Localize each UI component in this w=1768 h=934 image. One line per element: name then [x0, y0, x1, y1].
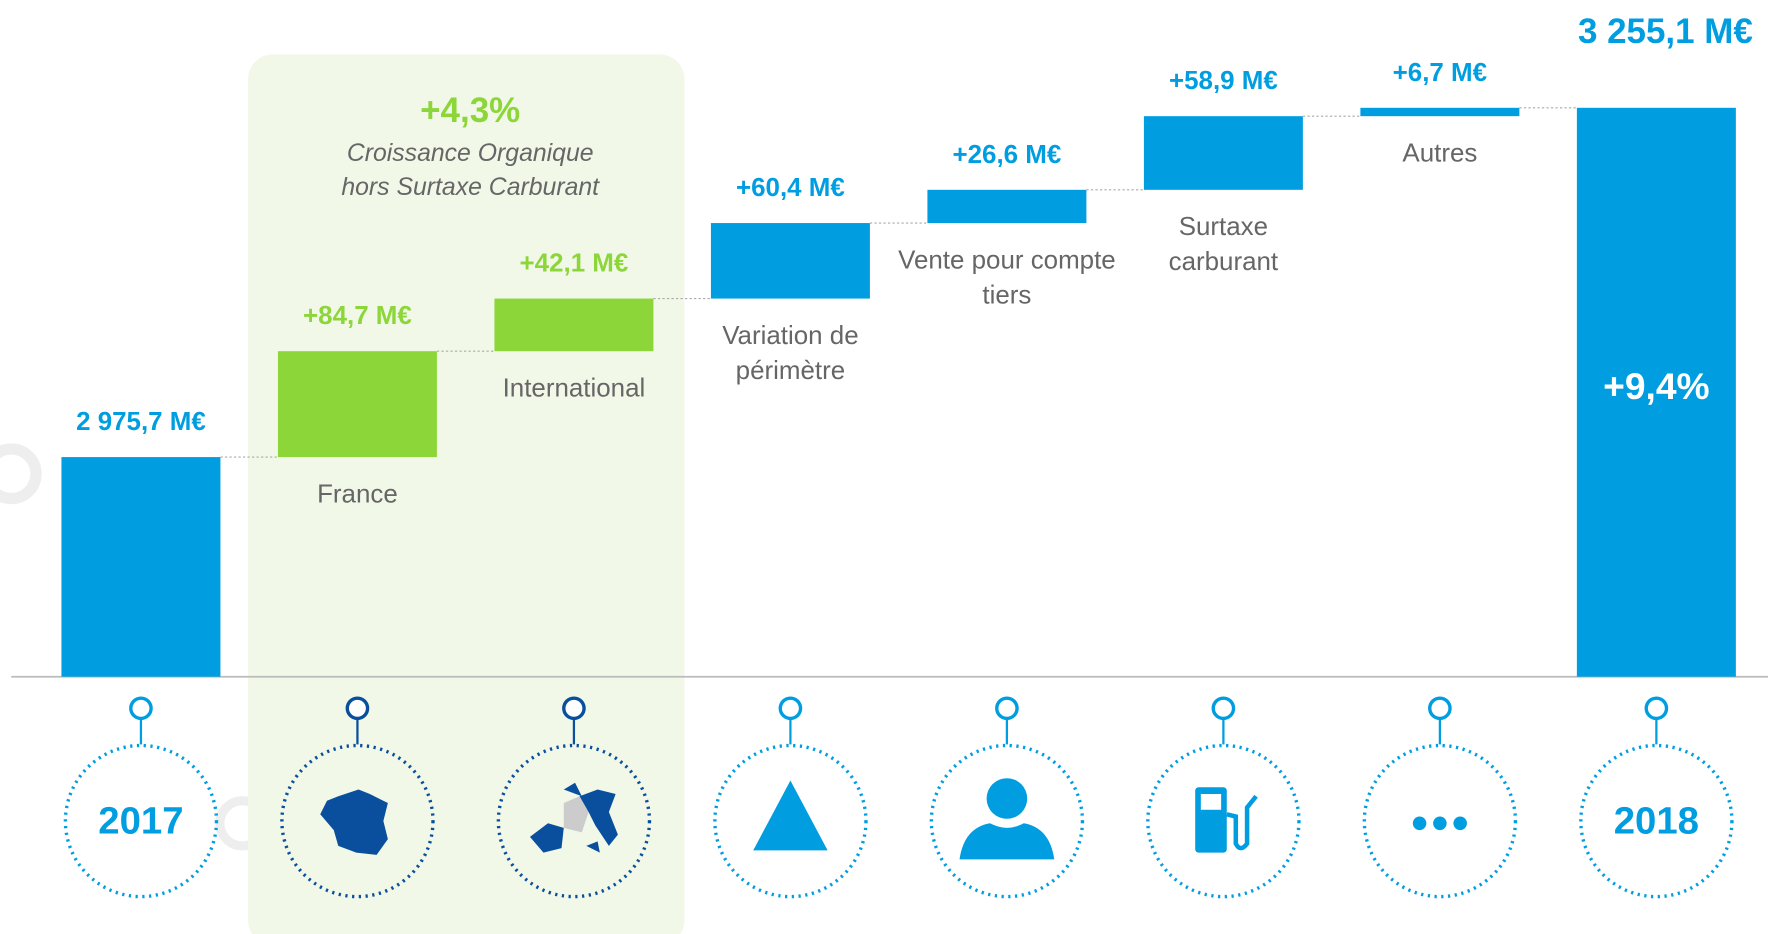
value-label: +58,9 M€: [1169, 67, 1278, 95]
europe-icon: [529, 823, 564, 853]
bar: [494, 298, 654, 352]
value-label: 3 255,1 M€: [1578, 12, 1753, 51]
dots-icon: [1412, 816, 1427, 831]
triangle-icon: [753, 780, 828, 851]
icon-ring: [1579, 743, 1734, 899]
annotation: Croissance Organique: [347, 140, 594, 167]
pin: [778, 696, 803, 721]
europe-icon: [563, 782, 618, 853]
value-label: +6,7 M€: [1393, 59, 1487, 87]
person-icon: [986, 778, 1028, 819]
bar: [1143, 116, 1303, 190]
france-icon: [320, 789, 388, 855]
icon-ring: [1146, 743, 1301, 899]
category-label: International: [503, 374, 646, 402]
icon-ring: [929, 743, 1085, 899]
bar: [61, 457, 221, 677]
category-label: Surtaxe carburant: [1169, 213, 1279, 276]
icon-ring: [63, 743, 219, 899]
category-label: Variation de périmètre: [722, 322, 858, 385]
person-icon: [959, 823, 1055, 860]
year-label: 2018: [1614, 799, 1699, 842]
decor: [0, 443, 42, 505]
icons: [320, 778, 1467, 860]
bar: [710, 223, 870, 299]
dots-icon: [1433, 816, 1447, 831]
annotation: hors Surtaxe Carburant: [341, 174, 600, 201]
pin: [1211, 696, 1236, 721]
value-label: +42,1 M€: [520, 250, 629, 278]
bar: [927, 189, 1087, 224]
pin: [562, 696, 586, 721]
value-label: +60,4 M€: [736, 174, 845, 202]
fuel-icon: [1226, 794, 1258, 851]
fuel-icon: [1200, 793, 1222, 810]
pin: [1644, 696, 1669, 721]
pin: [1428, 696, 1452, 721]
dots-icon: [1453, 816, 1467, 831]
year-label: 2017: [98, 799, 183, 842]
category-label: Autres: [1402, 139, 1477, 167]
bar: [277, 351, 437, 458]
bar: [1576, 107, 1736, 677]
annotation: +4,3%: [420, 91, 520, 130]
value-label: +26,6 M€: [952, 141, 1061, 169]
pin: [995, 696, 1019, 721]
annotation: +9,4%: [1603, 365, 1709, 407]
icon-ring: [1362, 743, 1518, 899]
icon-ring: [280, 743, 435, 899]
pin: [345, 696, 370, 721]
category-label: France: [317, 480, 398, 508]
value-label: 2 975,7 M€: [76, 408, 206, 436]
value-label: +84,7 M€: [303, 302, 412, 330]
icon-ring: [496, 743, 652, 899]
europe-icon: [563, 796, 589, 833]
bar: [1360, 107, 1520, 117]
icon-ring: [713, 743, 868, 899]
pin: [129, 696, 153, 721]
category-label: Vente pour compte tiers: [898, 246, 1116, 309]
